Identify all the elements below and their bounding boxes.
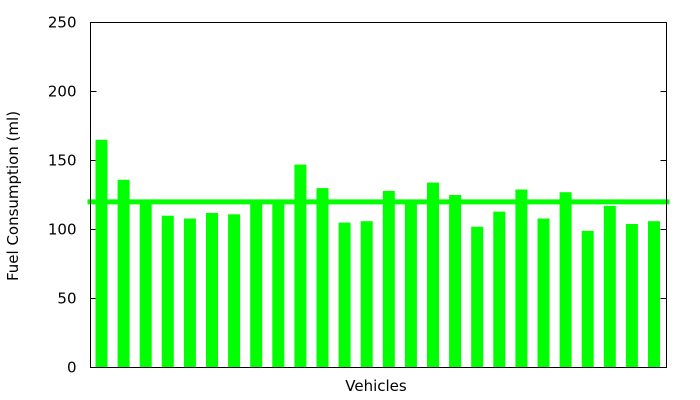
y-tick-label: 200: [48, 83, 77, 101]
bar: [183, 218, 196, 368]
bar: [250, 201, 263, 368]
bar: [471, 226, 484, 368]
x-axis-label: Vehicles: [345, 377, 407, 395]
bar: [648, 221, 660, 368]
bar: [625, 224, 638, 368]
bar: [206, 212, 218, 368]
bar: [316, 188, 329, 368]
y-tick-label: 150: [48, 152, 77, 170]
bar: [603, 206, 616, 368]
bar: [537, 218, 550, 368]
y-tick-label: 250: [48, 14, 77, 32]
bar: [360, 221, 373, 368]
bar: [95, 139, 108, 368]
bar: [493, 211, 506, 368]
bar: [117, 179, 130, 368]
bar: [272, 203, 285, 368]
y-tick-label: 50: [57, 290, 76, 308]
bar: [338, 222, 351, 368]
bar: [581, 230, 594, 368]
y-axis-label: Fuel Consumption (ml): [4, 111, 22, 281]
bar: [228, 214, 241, 368]
bar: [161, 215, 174, 368]
bar: [559, 192, 572, 368]
bar: [382, 190, 395, 368]
bar: [515, 189, 528, 368]
plot-frame: [90, 22, 667, 368]
bar: [294, 164, 307, 368]
bar: [449, 195, 462, 368]
bars-layer: [95, 139, 660, 368]
bar: [427, 182, 439, 368]
y-tick-label: 0: [67, 359, 77, 377]
tick-layer: 0 50 100 150 200 250: [48, 14, 667, 377]
bar: [139, 201, 152, 368]
bar: [404, 201, 417, 368]
y-tick-label: 100: [48, 221, 77, 239]
